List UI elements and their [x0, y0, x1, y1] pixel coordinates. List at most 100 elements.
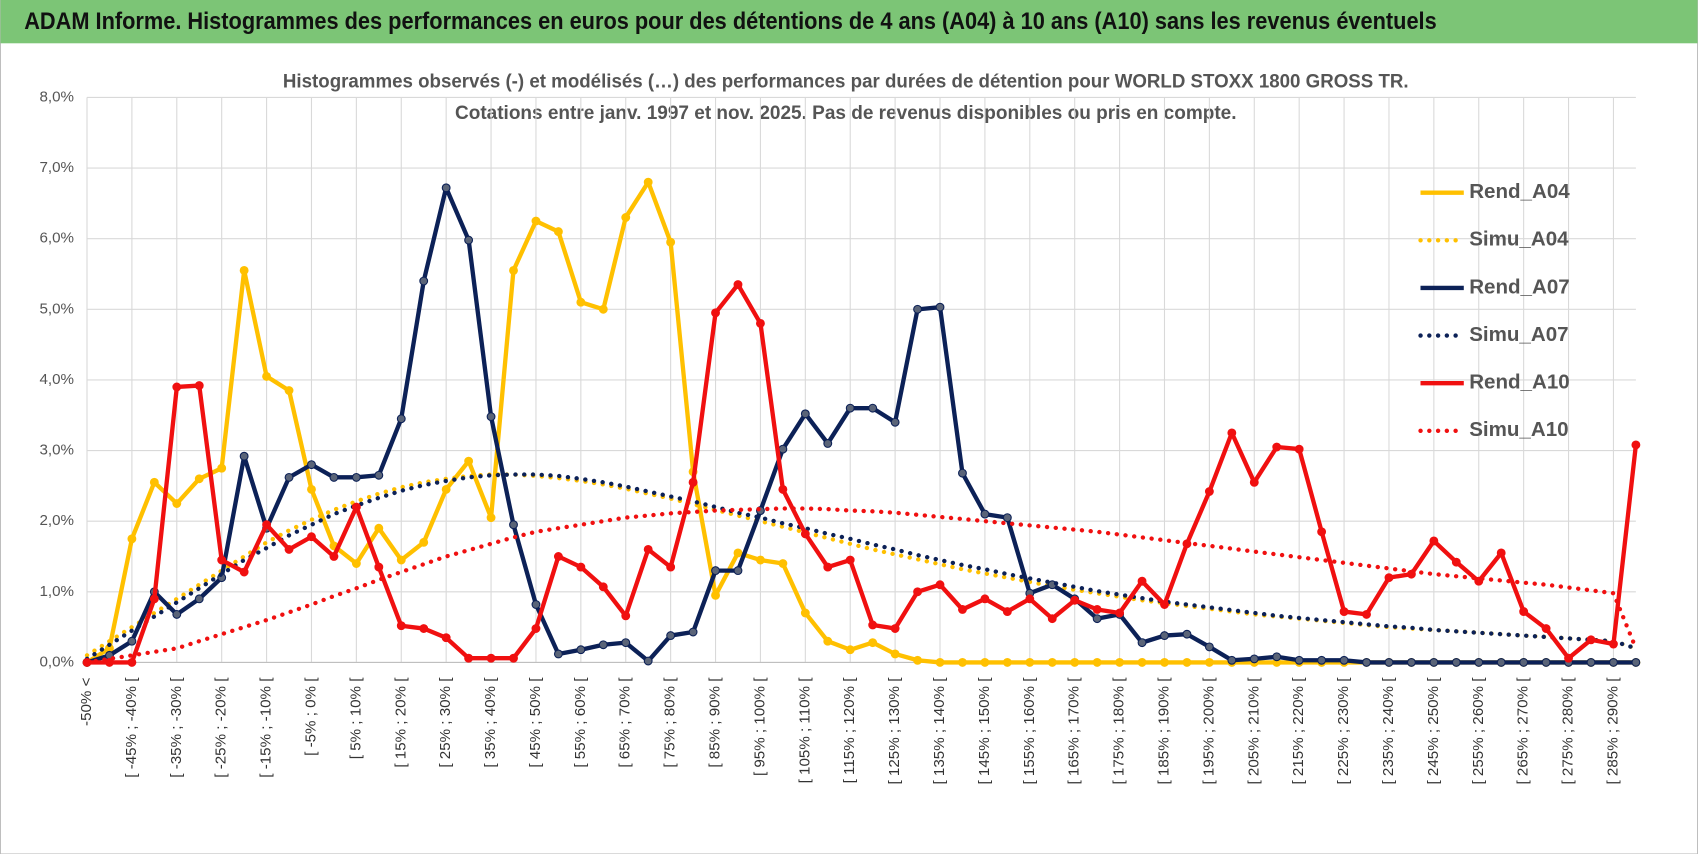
data-point: [105, 657, 114, 667]
data-point: [149, 477, 159, 487]
data-point: [666, 631, 676, 641]
data-point: [913, 304, 923, 314]
data-point: [194, 594, 204, 604]
x-tick-label: [ 85% ; 90% [: [707, 677, 724, 768]
x-tick-label: [ 135% ; 140% [: [931, 677, 948, 785]
data-point: [1070, 657, 1080, 667]
data-point: [262, 520, 272, 530]
data-point: [868, 620, 878, 630]
data-point: [980, 594, 990, 604]
data-point: [486, 513, 496, 523]
data-point: [351, 502, 361, 512]
x-tick-label: [ 235% ; 240% [: [1380, 677, 1397, 785]
data-point: [845, 555, 855, 565]
y-tick-label: 7,0%: [39, 159, 74, 176]
data-point: [1541, 657, 1551, 667]
x-tick-label: -50% <: [78, 677, 95, 726]
data-point: [1541, 624, 1551, 633]
series-line: [87, 282, 1639, 665]
data-point: [217, 555, 227, 565]
data-point: [958, 605, 967, 614]
x-tick-label: [ 35% ; 40% [: [482, 677, 499, 768]
data-point: [1070, 595, 1080, 605]
x-tick-label: [ 15% ; 20% [: [392, 677, 409, 768]
x-tick-label: [ 75% ; 80% [: [662, 677, 679, 768]
data-point: [643, 656, 653, 666]
data-point: [1025, 657, 1035, 667]
x-tick-label: [ -15% ; -10% [: [258, 677, 275, 778]
y-tick-label: 6,0%: [39, 230, 74, 247]
data-point: [172, 499, 182, 508]
data-point: [576, 297, 586, 307]
data-point: [1092, 614, 1102, 624]
data-point: [1519, 607, 1529, 617]
data-point: [127, 636, 137, 646]
data-point: [868, 403, 878, 413]
data-point: [1384, 657, 1394, 667]
data-point: [1631, 657, 1641, 667]
legend-label: Rend_A10: [1469, 371, 1570, 394]
data-point: [1204, 642, 1214, 652]
data-point: [1092, 605, 1102, 614]
data-point: [778, 484, 788, 494]
x-tick-label: [ 125% ; 130% [: [886, 677, 903, 785]
data-point: [666, 237, 676, 247]
data-point: [486, 412, 496, 422]
data-point: [531, 600, 541, 609]
data-point: [890, 624, 900, 633]
x-tick-label: [ -45% ; -40% [: [123, 677, 140, 778]
data-point: [307, 532, 316, 542]
data-point: [935, 657, 945, 667]
data-point: [1204, 657, 1214, 667]
data-point: [1339, 655, 1349, 665]
plot: [82, 177, 1641, 667]
data-point: [307, 460, 316, 470]
data-point: [217, 463, 227, 473]
data-point: [1317, 527, 1327, 537]
legend-label: Simu_A10: [1469, 418, 1568, 441]
data-point: [1204, 487, 1214, 496]
data-point: [1272, 442, 1282, 452]
header-title: ADAM Informe. Histogrammes des performan…: [24, 8, 1437, 35]
data-point: [778, 444, 788, 454]
data-point: [1047, 614, 1057, 624]
data-point: [800, 409, 810, 419]
data-point: [1429, 536, 1439, 546]
data-point: [1115, 657, 1125, 667]
data-point: [127, 657, 137, 667]
data-point: [733, 566, 743, 576]
data-point: [239, 266, 249, 275]
data-point: [1586, 657, 1596, 667]
x-tick-label: [ 275% ; 280% [: [1560, 677, 1577, 785]
data-point: [598, 640, 608, 650]
data-point: [666, 562, 676, 572]
data-point: [1496, 657, 1506, 667]
x-tick-label: [ 65% ; 70% [: [617, 677, 634, 768]
data-point: [688, 627, 698, 637]
grid: 0,0% 1,0% 2,0% 3,0% 4,0% 5,0% 6,0% 7,0% 8,0% -50%…: [39, 88, 1636, 785]
data-point: [755, 555, 765, 565]
data-point: [239, 451, 249, 461]
data-point: [1586, 635, 1596, 645]
data-point: [643, 544, 653, 554]
data-point: [621, 213, 631, 222]
data-point: [576, 562, 586, 572]
data-point: [419, 537, 429, 547]
data-point: [755, 318, 765, 328]
data-point: [1317, 655, 1327, 665]
data-point: [1160, 631, 1169, 641]
data-point: [643, 177, 653, 187]
data-point: [1294, 444, 1304, 454]
x-tick-label: [ 155% ; 160% [: [1021, 677, 1038, 785]
legend-label: Simu_A04: [1469, 228, 1569, 251]
data-point: [1564, 653, 1573, 663]
x-tick-label: [ 225% ; 230% [: [1335, 677, 1352, 785]
data-point: [374, 523, 384, 533]
data-point: [419, 624, 429, 633]
data-point: [1182, 657, 1192, 667]
x-tick-label: [ 55% ; 60% [: [572, 677, 589, 768]
data-point: [621, 611, 631, 621]
x-tick-label: [ 175% ; 180% [: [1111, 677, 1128, 785]
data-point: [419, 276, 429, 286]
